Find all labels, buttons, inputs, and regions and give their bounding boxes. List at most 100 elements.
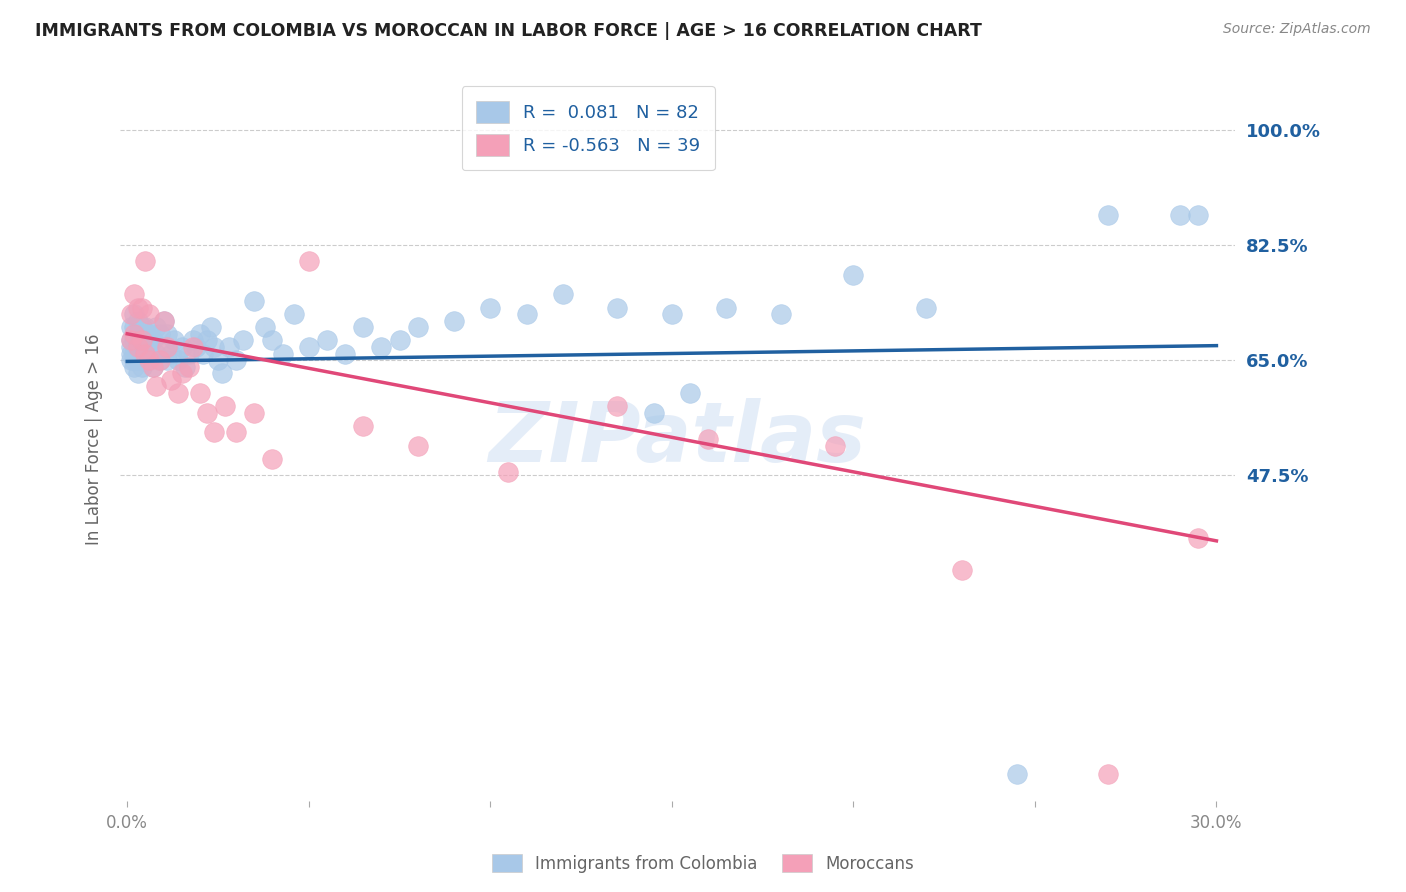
Point bbox=[127, 301, 149, 315]
Point bbox=[606, 399, 628, 413]
Point bbox=[273, 346, 295, 360]
Point bbox=[149, 353, 172, 368]
Point bbox=[316, 334, 339, 348]
Point bbox=[1097, 767, 1119, 781]
Point bbox=[152, 340, 174, 354]
Point bbox=[370, 340, 392, 354]
Point bbox=[195, 406, 218, 420]
Point bbox=[915, 301, 938, 315]
Text: IMMIGRANTS FROM COLOMBIA VS MOROCCAN IN LABOR FORCE | AGE > 16 CORRELATION CHART: IMMIGRANTS FROM COLOMBIA VS MOROCCAN IN … bbox=[35, 22, 981, 40]
Point bbox=[643, 406, 665, 420]
Point bbox=[131, 334, 153, 348]
Point bbox=[124, 353, 146, 368]
Point bbox=[352, 418, 374, 433]
Point bbox=[134, 334, 156, 348]
Point bbox=[145, 346, 167, 360]
Point bbox=[127, 313, 149, 327]
Point bbox=[406, 438, 429, 452]
Point bbox=[679, 386, 702, 401]
Point bbox=[243, 293, 266, 308]
Point bbox=[120, 334, 142, 348]
Point bbox=[159, 373, 181, 387]
Point bbox=[142, 359, 165, 374]
Point bbox=[254, 320, 277, 334]
Point bbox=[842, 268, 865, 282]
Point bbox=[142, 359, 165, 374]
Point bbox=[127, 366, 149, 380]
Point bbox=[120, 346, 142, 360]
Point bbox=[152, 313, 174, 327]
Point bbox=[606, 301, 628, 315]
Point bbox=[124, 334, 146, 348]
Point bbox=[120, 353, 142, 368]
Point bbox=[152, 313, 174, 327]
Point bbox=[188, 326, 211, 341]
Point bbox=[120, 340, 142, 354]
Point bbox=[697, 432, 720, 446]
Point bbox=[243, 406, 266, 420]
Point bbox=[142, 334, 165, 348]
Point bbox=[298, 254, 321, 268]
Point bbox=[145, 320, 167, 334]
Point bbox=[232, 334, 254, 348]
Legend: R =  0.081   N = 82, R = -0.563   N = 39: R = 0.081 N = 82, R = -0.563 N = 39 bbox=[461, 87, 714, 170]
Point bbox=[174, 359, 197, 374]
Point bbox=[716, 301, 738, 315]
Point bbox=[120, 320, 142, 334]
Point bbox=[127, 340, 149, 354]
Point bbox=[193, 346, 215, 360]
Point bbox=[498, 465, 520, 479]
Point bbox=[283, 307, 305, 321]
Text: ZIPatlas: ZIPatlas bbox=[488, 399, 866, 480]
Point bbox=[1097, 209, 1119, 223]
Point bbox=[156, 340, 179, 354]
Point bbox=[134, 320, 156, 334]
Point bbox=[131, 320, 153, 334]
Point bbox=[207, 353, 229, 368]
Point bbox=[127, 353, 149, 368]
Point bbox=[352, 320, 374, 334]
Point bbox=[127, 326, 149, 341]
Point bbox=[124, 326, 146, 341]
Point bbox=[124, 320, 146, 334]
Point bbox=[195, 334, 218, 348]
Point bbox=[124, 359, 146, 374]
Point bbox=[134, 346, 156, 360]
Point bbox=[138, 353, 160, 368]
Point bbox=[211, 366, 233, 380]
Point bbox=[769, 307, 792, 321]
Point bbox=[120, 334, 142, 348]
Point bbox=[181, 334, 204, 348]
Point bbox=[200, 320, 222, 334]
Point bbox=[950, 564, 973, 578]
Point bbox=[214, 399, 236, 413]
Point bbox=[661, 307, 683, 321]
Point bbox=[188, 386, 211, 401]
Point bbox=[262, 334, 284, 348]
Point bbox=[167, 386, 190, 401]
Point bbox=[131, 334, 153, 348]
Point bbox=[225, 353, 247, 368]
Point bbox=[202, 425, 225, 440]
Point bbox=[131, 346, 153, 360]
Point bbox=[186, 340, 208, 354]
Point bbox=[138, 340, 160, 354]
Point bbox=[479, 301, 502, 315]
Point bbox=[138, 353, 160, 368]
Point bbox=[170, 340, 193, 354]
Point bbox=[163, 334, 186, 348]
Point bbox=[167, 353, 190, 368]
Point bbox=[388, 334, 411, 348]
Point bbox=[551, 287, 574, 301]
Point bbox=[1187, 531, 1209, 545]
Point bbox=[124, 307, 146, 321]
Point bbox=[1005, 767, 1028, 781]
Point bbox=[202, 340, 225, 354]
Point bbox=[225, 425, 247, 440]
Point bbox=[159, 346, 181, 360]
Point bbox=[177, 359, 200, 374]
Point bbox=[134, 346, 156, 360]
Point bbox=[120, 307, 142, 321]
Point bbox=[149, 353, 172, 368]
Y-axis label: In Labor Force | Age > 16: In Labor Force | Age > 16 bbox=[86, 334, 103, 545]
